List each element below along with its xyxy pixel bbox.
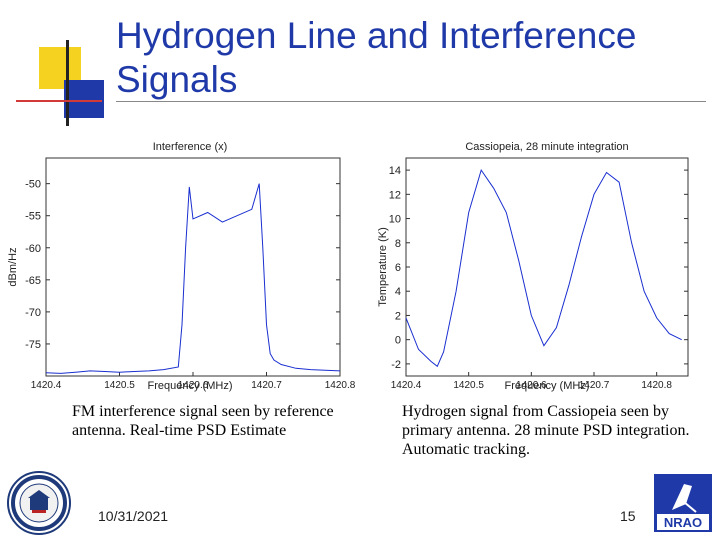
slide-title-line1: Hydrogen Line and Interference [116,15,637,56]
caption-left: FM interference signal seen by reference… [72,403,334,439]
chart1-xtick-label: 1420.7 [251,380,282,391]
chart2-xtick-label: 1420.8 [641,380,672,391]
chart2-title: Cassiopeia, 28 minute integration [465,141,628,153]
chart1-xtick-label: 1420.4 [31,380,62,391]
chart2-plot-frame [405,157,689,377]
chart1-xlabel: Frequency (MHz) [148,380,233,392]
nrao-logo-text: NRAO [664,515,702,530]
slide-title-line2: Signals [116,59,238,100]
title-accent-vertical-line [66,40,69,126]
chart1-xtick-label: 1420.5 [104,380,135,391]
chart1-plot-frame [45,157,341,377]
chart2-xtick-label: 1420.5 [453,380,484,391]
chart2-ytick-label: 8 [395,238,401,250]
chart2-xtick-label: 1420.4 [391,380,422,391]
chart2-trace [405,168,682,368]
chart1-ytick-label: -75 [25,339,41,351]
chart2-ytick-label: 4 [395,286,401,298]
chart2-ytick-label: 0 [395,335,401,347]
chart1-y-axis: -50 -55 -60 -65 -70 -75 [25,179,340,351]
footer-date: 10/31/2021 [98,508,169,524]
chart2-ytick-label: -2 [391,359,401,371]
chart2-y-axis: 14 12 10 8 6 4 2 0 -2 [389,165,688,371]
chart1-xtick-label: 1420.6 [178,380,209,391]
chart2-x-axis: 1420.4 1420.5 1420.6 1420.7 1420.8 [391,372,672,391]
chart2-ytick-label: 6 [395,262,401,274]
page-number: 15 [620,508,636,524]
chart2-ytick-label: 12 [389,189,401,201]
hydrogen-chart: Cassiopeia, 28 minute integration 14 12 10… [377,141,689,392]
slide-title: Hydrogen Line and Interference Signals [116,14,696,102]
title-accent-blue-square [64,80,104,118]
chart1-trace [45,183,341,374]
chart1-ylabel: dBm/Hz [7,247,19,286]
chart2-ytick-label: 2 [395,310,401,322]
title-accent-horizontal-line [16,100,102,102]
chart1-ytick-label: -70 [25,307,41,319]
nrao-logo-icon: NRAO [654,474,712,532]
chart1-xtick-label: 1420.8 [325,380,356,391]
chart2-xtick-label: 1420.7 [579,380,610,391]
interference-chart: Interference (x) -50 -55 -60 -65 -70 -75 1420… [7,141,356,392]
title-underline [116,101,706,102]
chart1-title: Interference (x) [153,141,228,153]
chart2-ylabel: Temperature (K) [377,227,389,306]
chart1-ytick-label: -60 [25,243,41,255]
caption-right: Hydrogen signal from Cassiopeia seen by … [402,403,690,458]
chart1-ytick-label: -55 [25,211,41,223]
chart2-xlabel: Frequency (MHz) [505,380,590,392]
university-seal-icon [7,471,71,535]
chart2-xtick-label: 1420.6 [516,380,547,391]
chart2-ytick-label: 10 [389,214,401,226]
chart1-ytick-label: -50 [25,179,41,191]
chart1-ytick-label: -65 [25,275,41,287]
chart2-ytick-label: 14 [389,165,401,177]
